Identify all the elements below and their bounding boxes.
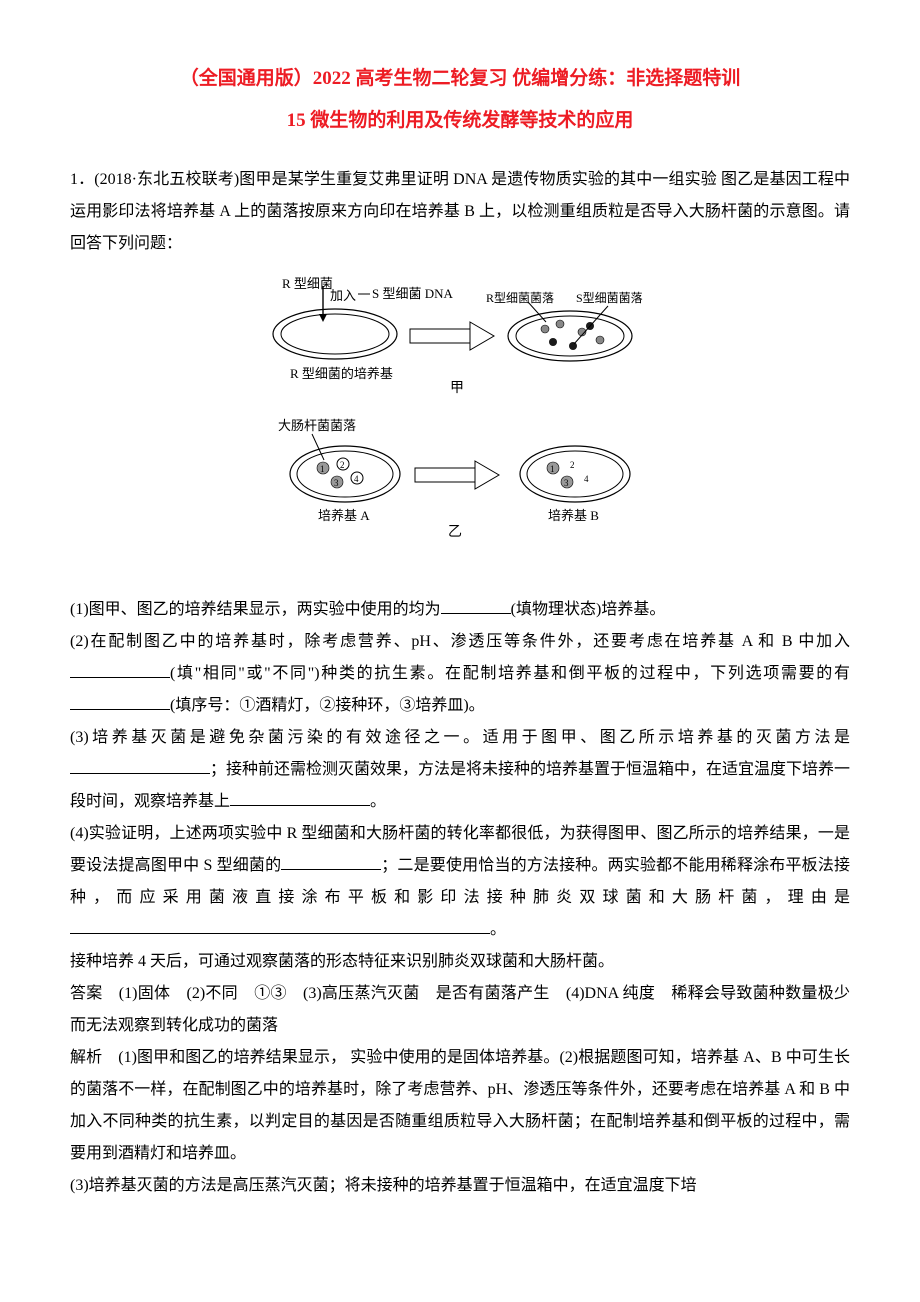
q1-3a-text: (3)培养基灭菌是避免杂菌污染的有效途径之一。适用于图甲、图乙所示培养基的灭菌方… [70,729,850,746]
colony-num-4b: 4 [584,474,589,484]
colony-num-4a: 4 [354,474,359,484]
label-medium-b: 培养基 B [548,508,599,523]
blank-4 [70,757,210,774]
q1-1a-text: (1)图甲、图乙的培养结果显示，两实验中使用的均为 [70,601,441,618]
colony-num-1a: 1 [320,464,325,474]
q1-4c-text: 。 [490,921,506,938]
label-ecoli: 大肠杆菌菌落 [278,418,356,433]
label-add: 加入 [330,288,356,303]
question-1-intro: 1．(2018·东北五校联考)图甲是某学生重复艾弗里证明 DNA 是遗传物质实验… [70,164,850,260]
colony-num-1b: 1 [550,464,555,474]
q1-part1: (1)图甲、图乙的培养结果显示，两实验中使用的均为 (填物理状态)培养基。 [70,594,850,626]
explanation-block-1: 解析 (1)图甲和图乙的培养结果显示， 实验中使用的是固体培养基。(2)根据题图… [70,1042,850,1170]
answer-block: 答案 (1)固体 (2)不同 ①③ (3)高压蒸汽灭菌 是否有菌落产生 (4)D… [70,978,850,1042]
explanation-block-2: (3)培养基灭菌的方法是高压蒸汽灭菌；将未接种的培养基置于恒温箱中，在适宜温度下… [70,1170,850,1202]
label-s-colony: S型细菌菌落 [576,291,643,305]
label-jia: 甲 [450,381,464,396]
q1-part3: (3)培养基灭菌是避免杂菌污染的有效途径之一。适用于图甲、图乙所示培养基的灭菌方… [70,722,850,818]
blank-1 [441,597,511,614]
answer-text: (1)固体 (2)不同 ①③ (3)高压蒸汽灭菌 是否有菌落产生 (4)DNA … [70,985,850,1034]
experiment-diagram-svg: R 型细菌 加入 S 型细菌 DNA R 型细菌的培养基 R型细菌菌落 S型细菌… [250,274,670,564]
colony-num-2a: 2 [340,460,345,470]
figure-diagram: R 型细菌 加入 S 型细菌 DNA R 型细菌的培养基 R型细菌菌落 S型细菌… [70,274,850,576]
answer-label: 答案 [70,985,119,1002]
title-line-1: （全国通用版）2022 高考生物二轮复习 优编增分练：非选择题特训 [70,60,850,98]
colony-num-3b: 3 [564,478,569,488]
q1-1b-text: (填物理状态)培养基。 [511,601,666,618]
q1-part4: (4)实验证明，上述两项实验中 R 型细菌和大肠杆菌的转化率都很低，为获得图甲、… [70,818,850,946]
label-r-colony: R型细菌菌落 [486,291,554,305]
blank-6 [281,853,381,870]
q1-2c-text: (填序号：①酒精灯，②接种环，③培养皿)。 [170,697,485,714]
colony-num-3a: 3 [334,478,339,488]
label-yi: 乙 [448,524,462,540]
label-r-bacteria: R 型细菌 [282,276,333,291]
explanation-text-1: (1)图甲和图乙的培养结果显示， 实验中使用的是固体培养基。(2)根据题图可知，… [70,1049,850,1162]
q1-3c-text: 。 [370,793,386,810]
title-line-2: 15 微生物的利用及传统发酵等技术的应用 [70,102,850,140]
q1-2b-text: (填"相同"或"不同")种类的抗生素。在配制培养基和倒平板的过程中，下列选项需要… [170,665,850,682]
q1-part2: (2)在配制图乙中的培养基时，除考虑营养、pH、渗透压等条件外，还要考虑在培养基… [70,626,850,722]
q1-2a-text: (2)在配制图乙中的培养基时，除考虑营养、pH、渗透压等条件外，还要考虑在培养基… [70,633,850,650]
label-s-dna: S 型细菌 DNA [372,286,454,301]
label-medium-a: 培养基 A [318,508,370,523]
q1-part5: 接种培养 4 天后，可通过观察菌落的形态特征来识别肺炎双球菌和大肠杆菌。 [70,946,850,978]
blank-7 [70,917,490,934]
explanation-label: 解析 [70,1049,118,1066]
colony-num-2b: 2 [570,460,575,470]
blank-3 [70,693,170,710]
label-r-medium: R 型细菌的培养基 [290,366,393,381]
blank-2 [70,661,170,678]
blank-5 [230,789,370,806]
